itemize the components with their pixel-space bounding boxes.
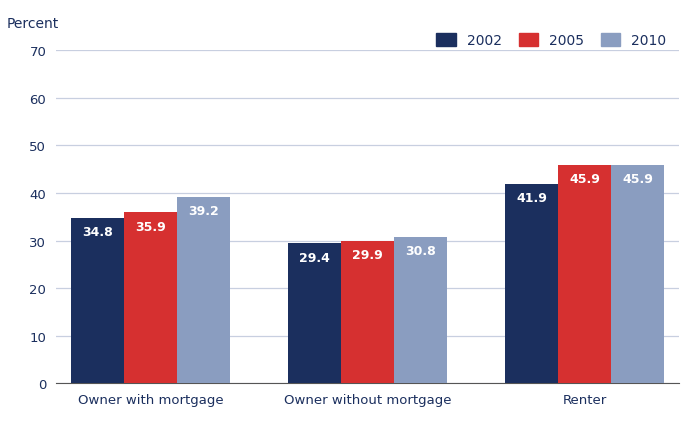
Legend: 2002, 2005, 2010: 2002, 2005, 2010 (430, 28, 672, 54)
Text: 41.9: 41.9 (517, 192, 547, 204)
Text: 29.9: 29.9 (352, 249, 383, 262)
Text: 39.2: 39.2 (188, 204, 218, 217)
Bar (394, 237, 447, 383)
Text: 35.9: 35.9 (135, 220, 166, 233)
Text: 30.8: 30.8 (405, 245, 435, 257)
Bar (558, 166, 611, 383)
Bar (341, 242, 394, 383)
Text: 45.9: 45.9 (569, 173, 600, 186)
Bar (288, 244, 341, 383)
Text: 34.8: 34.8 (82, 225, 113, 238)
Bar (611, 166, 664, 383)
Text: 45.9: 45.9 (622, 173, 653, 186)
Bar (505, 184, 558, 383)
Text: Percent: Percent (6, 17, 58, 31)
Bar (71, 218, 124, 383)
Text: 29.4: 29.4 (299, 251, 330, 264)
Bar (177, 197, 230, 383)
Bar (124, 213, 177, 383)
